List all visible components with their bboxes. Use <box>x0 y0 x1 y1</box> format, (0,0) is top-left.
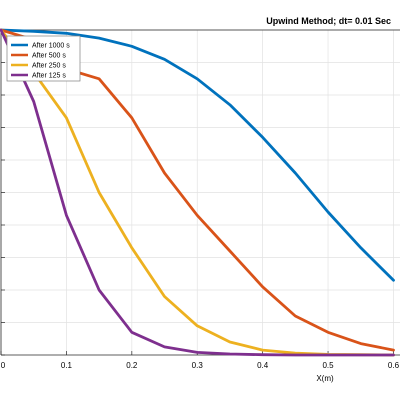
x-tick-labels: 0 0.1 0.2 0.3 0.4 0.5 0.6 <box>1 361 400 370</box>
legend: After 1000 s After 500 s After 250 s After … <box>6 35 81 82</box>
x-tick-label: 0.1 <box>61 361 73 370</box>
legend-label: After 125 s <box>32 73 66 80</box>
chart-title: Upwind Method; dt= 0.01 Sec <box>266 16 391 26</box>
legend-label: After 250 s <box>32 63 66 70</box>
x-tick-label: 0.2 <box>126 361 138 370</box>
legend-box <box>6 35 81 82</box>
series-line <box>0 28 395 357</box>
axes <box>0 29 400 356</box>
legend-label: After 500 s <box>32 53 66 60</box>
legend-label: After 1000 s <box>32 43 70 50</box>
x-tick-label: 0.6 <box>388 361 400 370</box>
legend-items: After 1000 s After 500 s After 250 s After … <box>11 43 70 80</box>
series-line <box>0 28 395 282</box>
x-tick-label: 0 <box>1 361 6 370</box>
x-tick-label: 0.4 <box>257 361 269 370</box>
grid <box>1 29 400 355</box>
x-tick-label: 0.5 <box>322 361 334 370</box>
x-axis-label: X(m) <box>316 374 334 383</box>
x-tick-label: 0.3 <box>192 361 204 370</box>
